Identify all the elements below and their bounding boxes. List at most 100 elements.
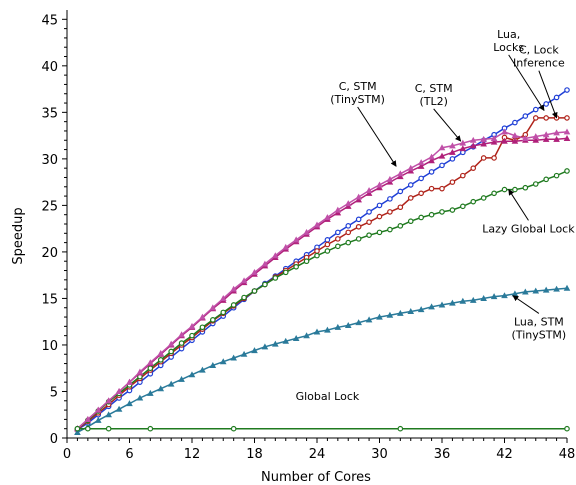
data-point-lazy-global-lock <box>324 248 331 254</box>
data-point-c-stm-tl2 <box>230 285 237 292</box>
data-point-lua-locks <box>397 188 404 195</box>
data-point-c-lock-inference <box>480 155 487 161</box>
data-point-lua-stm-tinystm <box>365 316 373 323</box>
y-tick-label: 40 <box>41 60 58 75</box>
data-point-c-lock-inference <box>376 213 383 220</box>
annotation-text: Lua, STM <box>514 315 564 328</box>
x-tick-label: 48 <box>559 447 576 462</box>
data-point-lua-locks <box>522 113 529 119</box>
data-point-lua-locks <box>407 182 414 188</box>
axes: 0 6 12 18 24 30 36 42 48 0 5 10 15 20 25 30 35 40 45 <box>41 10 575 462</box>
data-point-c-stm-tl2 <box>167 340 175 347</box>
data-point-c-lock-inference <box>439 185 445 192</box>
data-point-lazy-global-lock <box>178 340 185 346</box>
data-point-lua-locks <box>366 209 372 215</box>
data-point-lazy-global-lock <box>439 209 445 215</box>
data-point-c-lock-inference <box>314 248 320 254</box>
annotation-arrow <box>508 189 529 221</box>
data-point-lua-stm-tinystm <box>480 295 487 301</box>
annotation-text: C, STM <box>415 82 453 95</box>
data-point-c-stm-tl2 <box>563 128 571 135</box>
data-point-lua-stm-tinystm <box>324 326 331 333</box>
data-point-c-stm-tl2 <box>115 388 123 395</box>
data-point-c-stm-tl2 <box>147 359 154 366</box>
data-point-lazy-global-lock <box>428 211 435 218</box>
data-point-c-stm-tl2 <box>84 415 92 422</box>
data-point-c-stm-tl2 <box>459 139 467 146</box>
data-point-lazy-global-lock <box>449 207 456 213</box>
data-point-lua-stm-tinystm <box>157 385 165 392</box>
data-point-c-stm-tl2 <box>209 304 217 311</box>
data-point-lua-stm-tinystm <box>282 337 290 344</box>
data-point-lazy-global-lock <box>553 172 560 179</box>
data-point-lua-stm-tinystm <box>209 362 217 368</box>
annotation-text: Lua, <box>497 28 520 41</box>
data-point-c-stm-tl2 <box>282 243 290 250</box>
data-point-c-lock-inference <box>345 229 352 236</box>
annotation-lua-locks: Lua,Locks <box>493 28 545 111</box>
data-point-lua-stm-tinystm <box>136 394 144 401</box>
data-point-lua-locks <box>428 169 435 175</box>
data-point-lua-stm-tinystm <box>188 371 196 378</box>
data-point-c-stm-tl2 <box>303 228 310 235</box>
data-point-lua-stm-tinystm <box>490 293 498 300</box>
data-point-lua-locks <box>376 202 383 209</box>
data-point-lua-stm-tinystm <box>459 297 467 304</box>
annotation-text: C, STM <box>339 80 377 93</box>
data-point-lazy-global-lock <box>387 226 393 233</box>
data-point-lua-locks <box>553 94 560 101</box>
data-point-c-stm-tinystm <box>532 136 540 143</box>
data-point-c-stm-tl2 <box>334 206 342 213</box>
series-c-lock-inference <box>74 115 570 433</box>
y-tick-label: 15 <box>41 292 58 307</box>
data-point-c-stm-tl2 <box>553 129 560 136</box>
data-point-global-lock <box>105 425 112 432</box>
data-point-lazy-global-lock <box>335 243 341 250</box>
data-point-c-stm-tl2 <box>94 406 102 413</box>
data-point-c-lock-inference <box>428 185 435 192</box>
data-point-c-lock-inference <box>355 223 362 230</box>
data-point-c-stm-tinystm <box>511 137 519 144</box>
data-point-lua-stm-tinystm <box>542 286 550 293</box>
x-tick-label: 18 <box>246 447 263 462</box>
data-point-c-stm-tl2 <box>480 135 487 142</box>
data-point-c-stm-tinystm <box>501 137 508 144</box>
data-point-lazy-global-lock <box>168 348 174 355</box>
data-point-c-lock-inference <box>564 115 570 121</box>
data-point-lua-locks <box>324 237 331 243</box>
data-point-c-stm-tl2 <box>188 322 196 329</box>
data-point-c-stm-tl2 <box>532 133 540 140</box>
data-point-c-stm-tl2 <box>344 200 352 207</box>
y-tick-label: 25 <box>41 199 58 214</box>
data-point-lazy-global-lock <box>282 269 289 276</box>
data-point-lazy-global-lock <box>157 357 164 363</box>
data-point-c-stm-tinystm <box>459 145 467 152</box>
data-point-c-lock-inference <box>387 209 393 215</box>
data-point-lazy-global-lock <box>501 186 508 193</box>
data-point-c-stm-tl2 <box>324 214 331 221</box>
data-point-lua-stm-tinystm <box>428 303 435 310</box>
x-tick-label: 42 <box>496 447 513 462</box>
series-c-stm-tinystm <box>74 134 571 432</box>
data-point-c-stm-tl2 <box>501 128 508 135</box>
data-point-lazy-global-lock <box>345 239 352 246</box>
data-point-c-stm-tl2 <box>438 144 446 151</box>
data-point-lazy-global-lock <box>251 288 258 294</box>
data-point-c-stm-tinystm <box>563 134 571 141</box>
data-point-lua-stm-tinystm <box>376 313 383 320</box>
y-tick-label: 0 <box>50 432 58 447</box>
data-point-c-stm-tl2 <box>105 397 112 404</box>
data-point-c-stm-tinystm <box>542 135 550 142</box>
data-point-lua-stm-tinystm <box>167 380 175 387</box>
data-point-c-stm-tl2 <box>126 378 133 385</box>
data-point-lua-locks <box>564 87 570 93</box>
x-tick-label: 0 <box>63 447 71 462</box>
data-point-lazy-global-lock <box>564 168 570 174</box>
data-point-lua-stm-tinystm <box>115 405 123 412</box>
data-point-c-lock-inference <box>491 155 497 161</box>
data-point-c-lock-inference <box>324 241 331 248</box>
data-point-lua-locks <box>335 229 341 236</box>
data-point-lua-stm-tinystm <box>449 299 456 306</box>
data-point-c-stm-tl2 <box>136 368 144 375</box>
